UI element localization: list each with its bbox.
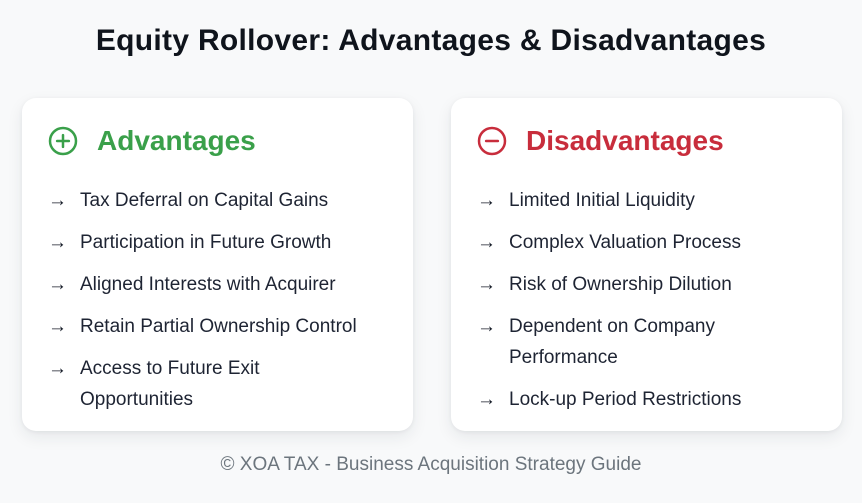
arrow-icon: → [48,358,67,379]
arrow-icon: → [48,232,67,253]
arrow-icon: → [477,316,496,337]
advantages-card: Advantages → Tax Deferral on Capital Gai… [22,98,413,431]
list-item-label: Aligned Interests with Acquirer [80,274,336,295]
arrow-icon: → [48,274,67,295]
arrow-icon: → [48,316,67,337]
arrow-icon: → [48,190,67,211]
list-item: → Participation in Future Growth [48,227,389,258]
advantages-heading: Advantages [97,125,256,156]
disadvantages-list: → Limited Initial Liquidity → Complex Va… [477,185,818,415]
list-item-label: Risk of Ownership Dilution [509,274,732,295]
disadvantages-card: Disadvantages → Limited Initial Liquidit… [451,98,842,431]
arrow-icon: → [477,274,496,295]
list-item-label: Tax Deferral on Capital Gains [80,190,329,211]
list-item-label: Complex Valuation Process [509,232,741,253]
list-item: → Limited Initial Liquidity [477,185,818,216]
list-item-label: Retain Partial Ownership Control [80,316,357,337]
minus-circle-icon [477,126,507,156]
advantages-card-header: Advantages [48,124,389,158]
list-item: → Risk of Ownership Dilution [477,269,818,300]
list-item: → Dependent on Company Performance [477,311,818,373]
footer-credit: © XOA TAX - Business Acquisition Strateg… [220,454,642,475]
arrow-icon: → [477,190,496,211]
arrow-icon: → [477,232,496,253]
plus-circle-icon [48,126,78,156]
list-item: → Access to Future Exit Opportunities [48,353,389,415]
list-item-label: Limited Initial Liquidity [509,190,695,211]
list-item-label: Lock-up Period Restrictions [509,389,742,410]
disadvantages-card-header: Disadvantages [477,124,818,158]
list-item-label: Access to Future Exit Opportunities [80,358,260,410]
list-item-label: Dependent on Company Performance [509,316,715,368]
list-item: → Aligned Interests with Acquirer [48,269,389,300]
list-item: → Retain Partial Ownership Control [48,311,389,342]
advantages-list: → Tax Deferral on Capital Gains → Partic… [48,185,389,415]
list-item: → Tax Deferral on Capital Gains [48,185,389,216]
list-item-label: Participation in Future Growth [80,232,332,253]
arrow-icon: → [477,389,496,410]
list-item: → Lock-up Period Restrictions [477,384,818,415]
cards-container: Advantages → Tax Deferral on Capital Gai… [22,98,842,431]
list-item: → Complex Valuation Process [477,227,818,258]
page-title: Equity Rollover: Advantages & Disadvanta… [95,24,767,57]
disadvantages-heading: Disadvantages [526,125,724,156]
